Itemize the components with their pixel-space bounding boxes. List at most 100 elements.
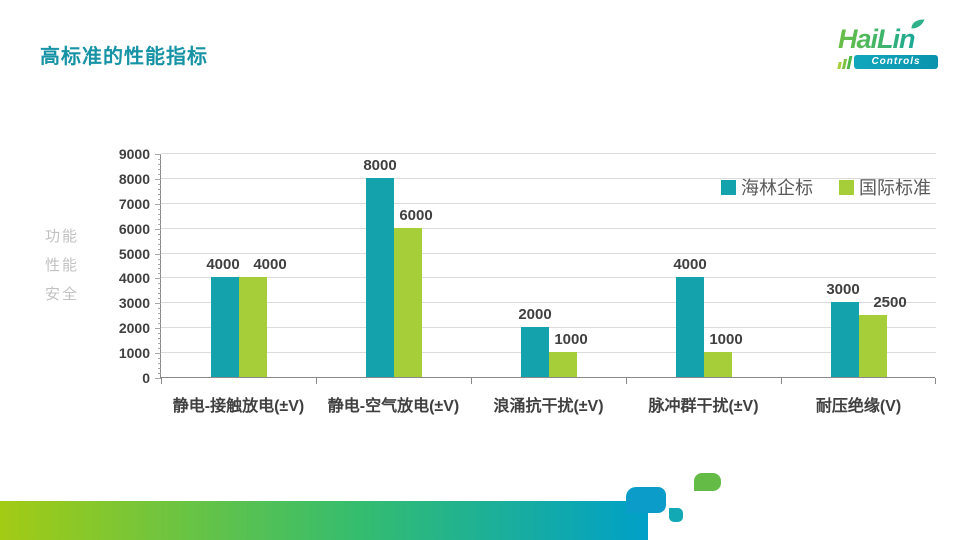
bar-value-label: 1000 [554, 331, 588, 349]
y-axis-tick-label: 9000 [118, 146, 150, 162]
x-axis-tick [935, 378, 936, 384]
y-axis-tick [158, 358, 161, 360]
logo-bars-icon [837, 56, 853, 69]
y-axis-tick [158, 338, 161, 340]
y-axis-tick [158, 348, 161, 350]
legend-item: 国际标准 [839, 174, 931, 200]
bar-value-label: 4000 [253, 256, 287, 274]
bar-series2 [549, 352, 577, 377]
y-axis-tick [158, 193, 161, 195]
y-axis-tick [158, 298, 161, 300]
logo-subtitle-row: Controls [837, 55, 938, 69]
decor-leaf-green [694, 473, 721, 491]
y-axis-tick [158, 258, 161, 260]
x-axis-tick [626, 378, 627, 384]
y-axis-tick [158, 188, 161, 190]
bar-value-label: 1000 [709, 331, 743, 349]
x-axis-category-label: 静电-接触放电(±V) [172, 398, 305, 415]
y-axis-tick [155, 203, 161, 205]
bar-series1 [831, 302, 859, 377]
y-axis-title-word: 安全 [45, 286, 80, 303]
y-axis-tick [158, 323, 161, 325]
y-axis-tick [155, 303, 161, 305]
y-axis-tick [158, 283, 161, 285]
gridline [161, 202, 936, 204]
leaf-icon [911, 19, 925, 29]
x-axis-category-label: 浪涌抗干扰(±V) [493, 398, 604, 415]
bar-value-label: 2500 [873, 293, 907, 311]
gridline [161, 277, 936, 279]
x-axis-tick [161, 378, 162, 384]
legend-swatch [721, 179, 736, 195]
y-axis-title: 功能 性能 安全 [45, 222, 87, 309]
gridline [161, 252, 936, 254]
y-axis-tick [158, 198, 161, 200]
bar-series2 [859, 314, 887, 377]
y-axis-tick [158, 183, 161, 185]
y-axis-tick [158, 213, 161, 215]
y-axis-tick-label: 7000 [118, 195, 150, 212]
y-axis-tick [158, 158, 161, 160]
y-axis-tick-label: 1000 [118, 345, 150, 362]
y-axis-tick [158, 233, 161, 235]
bar-series2 [239, 277, 267, 377]
y-axis-tick [155, 178, 161, 180]
gridline [161, 177, 936, 179]
y-axis-tick [158, 168, 161, 170]
legend-label: 国际标准 [859, 178, 931, 198]
y-axis-tick-label: 4000 [118, 270, 150, 287]
x-axis-tick [781, 378, 782, 384]
y-axis-tick [158, 333, 161, 335]
logo-brand-text: HaiLin [838, 19, 938, 53]
y-axis-tick [158, 243, 161, 245]
y-axis-tick [158, 318, 161, 320]
x-axis-category-label: 脉冲群干扰(±V) [648, 398, 759, 415]
chart-legend: 海林企标 国际标准 [721, 174, 931, 200]
bar-series1 [676, 277, 704, 377]
y-axis-tick-label: 0 [142, 370, 150, 386]
gridline [161, 227, 936, 229]
y-axis-tick [158, 308, 161, 310]
decor-gradient-band [0, 501, 648, 540]
y-axis-tick [155, 154, 161, 155]
y-axis-tick [158, 238, 161, 240]
y-axis-tick [158, 268, 161, 270]
bar-value-label: 8000 [363, 156, 397, 174]
y-axis-tick [158, 263, 161, 265]
y-axis-tick [158, 163, 161, 165]
logo-subtitle: Controls [854, 55, 938, 69]
y-axis-tick-label: 8000 [118, 170, 150, 187]
x-axis-tick [316, 378, 317, 384]
y-axis-tick [158, 173, 161, 175]
y-axis-tick [158, 273, 161, 275]
y-axis-tick [158, 373, 161, 375]
bar-series2 [394, 227, 422, 377]
y-axis-tick [158, 293, 161, 295]
bar-value-label: 4000 [673, 256, 707, 274]
gridline [161, 302, 936, 304]
y-axis-tick [158, 288, 161, 290]
y-axis-tick [155, 253, 161, 255]
legend-label: 海林企标 [741, 178, 813, 198]
y-axis-tick [158, 208, 161, 210]
x-axis-category-label: 静电-空气放电(±V) [327, 398, 460, 415]
y-axis-tick-label: 2000 [118, 320, 150, 337]
bar-value-label: 3000 [826, 281, 860, 299]
y-axis-tick [158, 343, 161, 345]
gridline [161, 153, 936, 154]
y-axis-tick [158, 223, 161, 225]
y-axis-title-word: 功能 [45, 228, 80, 245]
bar-series1 [366, 177, 394, 377]
bar-value-label: 2000 [518, 306, 552, 324]
y-axis-tick [158, 368, 161, 370]
y-axis-tick [155, 228, 161, 230]
y-axis-tick [155, 278, 161, 280]
y-axis-tick [155, 353, 161, 355]
x-axis-category-label: 耐压绝缘(V) [815, 398, 902, 415]
legend-item: 海林企标 [721, 174, 813, 200]
decor-square-teal-small [669, 508, 683, 522]
bar-series1 [521, 327, 549, 377]
y-axis-tick-label: 3000 [118, 295, 150, 312]
bar-series2 [704, 352, 732, 377]
y-axis-tick [158, 313, 161, 315]
